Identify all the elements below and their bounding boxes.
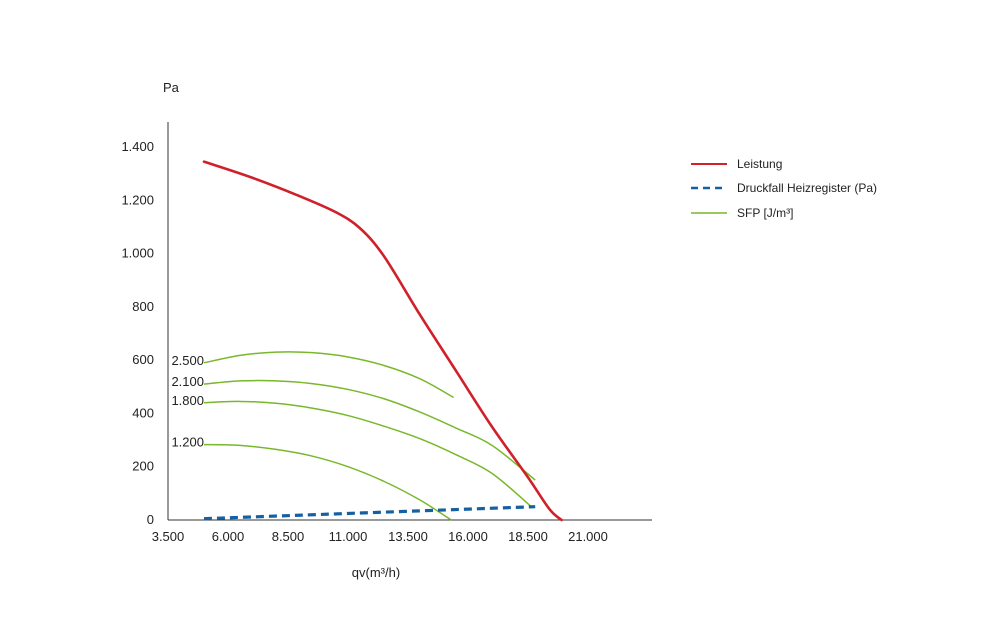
y-tick-label: 800 [132, 299, 154, 314]
legend-label: Druckfall Heizregister (Pa) [737, 181, 877, 195]
y-tick-label: 1.000 [121, 246, 154, 261]
x-tick-label: 16.000 [448, 529, 488, 544]
sfp-curve-label: 1.200 [171, 435, 204, 450]
y-tick-label: 400 [132, 405, 154, 420]
y-tick-label: 0 [147, 512, 154, 527]
x-tick-label: 13.500 [388, 529, 428, 544]
x-tick-label: 3.500 [152, 529, 185, 544]
x-tick-label: 11.000 [329, 529, 368, 544]
leistung-series-line [202, 160, 563, 522]
y-axis-title: Pa [163, 80, 180, 95]
y-tick-label: 200 [132, 459, 154, 474]
x-tick-label: 8.500 [272, 529, 305, 544]
druckfall-series-line [203, 505, 536, 521]
sfp-curve-label: 1.800 [171, 393, 204, 408]
y-tick-label: 600 [132, 352, 154, 367]
legend-label: Leistung [737, 157, 782, 171]
y-tick-label: 1.200 [121, 192, 154, 207]
sfp-curve-line [203, 351, 454, 399]
sfp-curve-label: 2.500 [171, 353, 204, 368]
x-tick-label: 6.000 [212, 529, 245, 544]
sfp-curve-line [203, 379, 536, 481]
legend-label: SFP [J/m³] [737, 206, 793, 220]
x-tick-label: 21.000 [568, 529, 608, 544]
sfp-curve-line [203, 400, 534, 509]
sfp-curve-label: 2.100 [171, 374, 204, 389]
y-tick-label: 1.400 [121, 139, 154, 154]
x-tick-label: 18.500 [508, 529, 548, 544]
sfp-curve-line [203, 443, 452, 521]
x-axis-title: qv(m³/h) [352, 565, 400, 580]
